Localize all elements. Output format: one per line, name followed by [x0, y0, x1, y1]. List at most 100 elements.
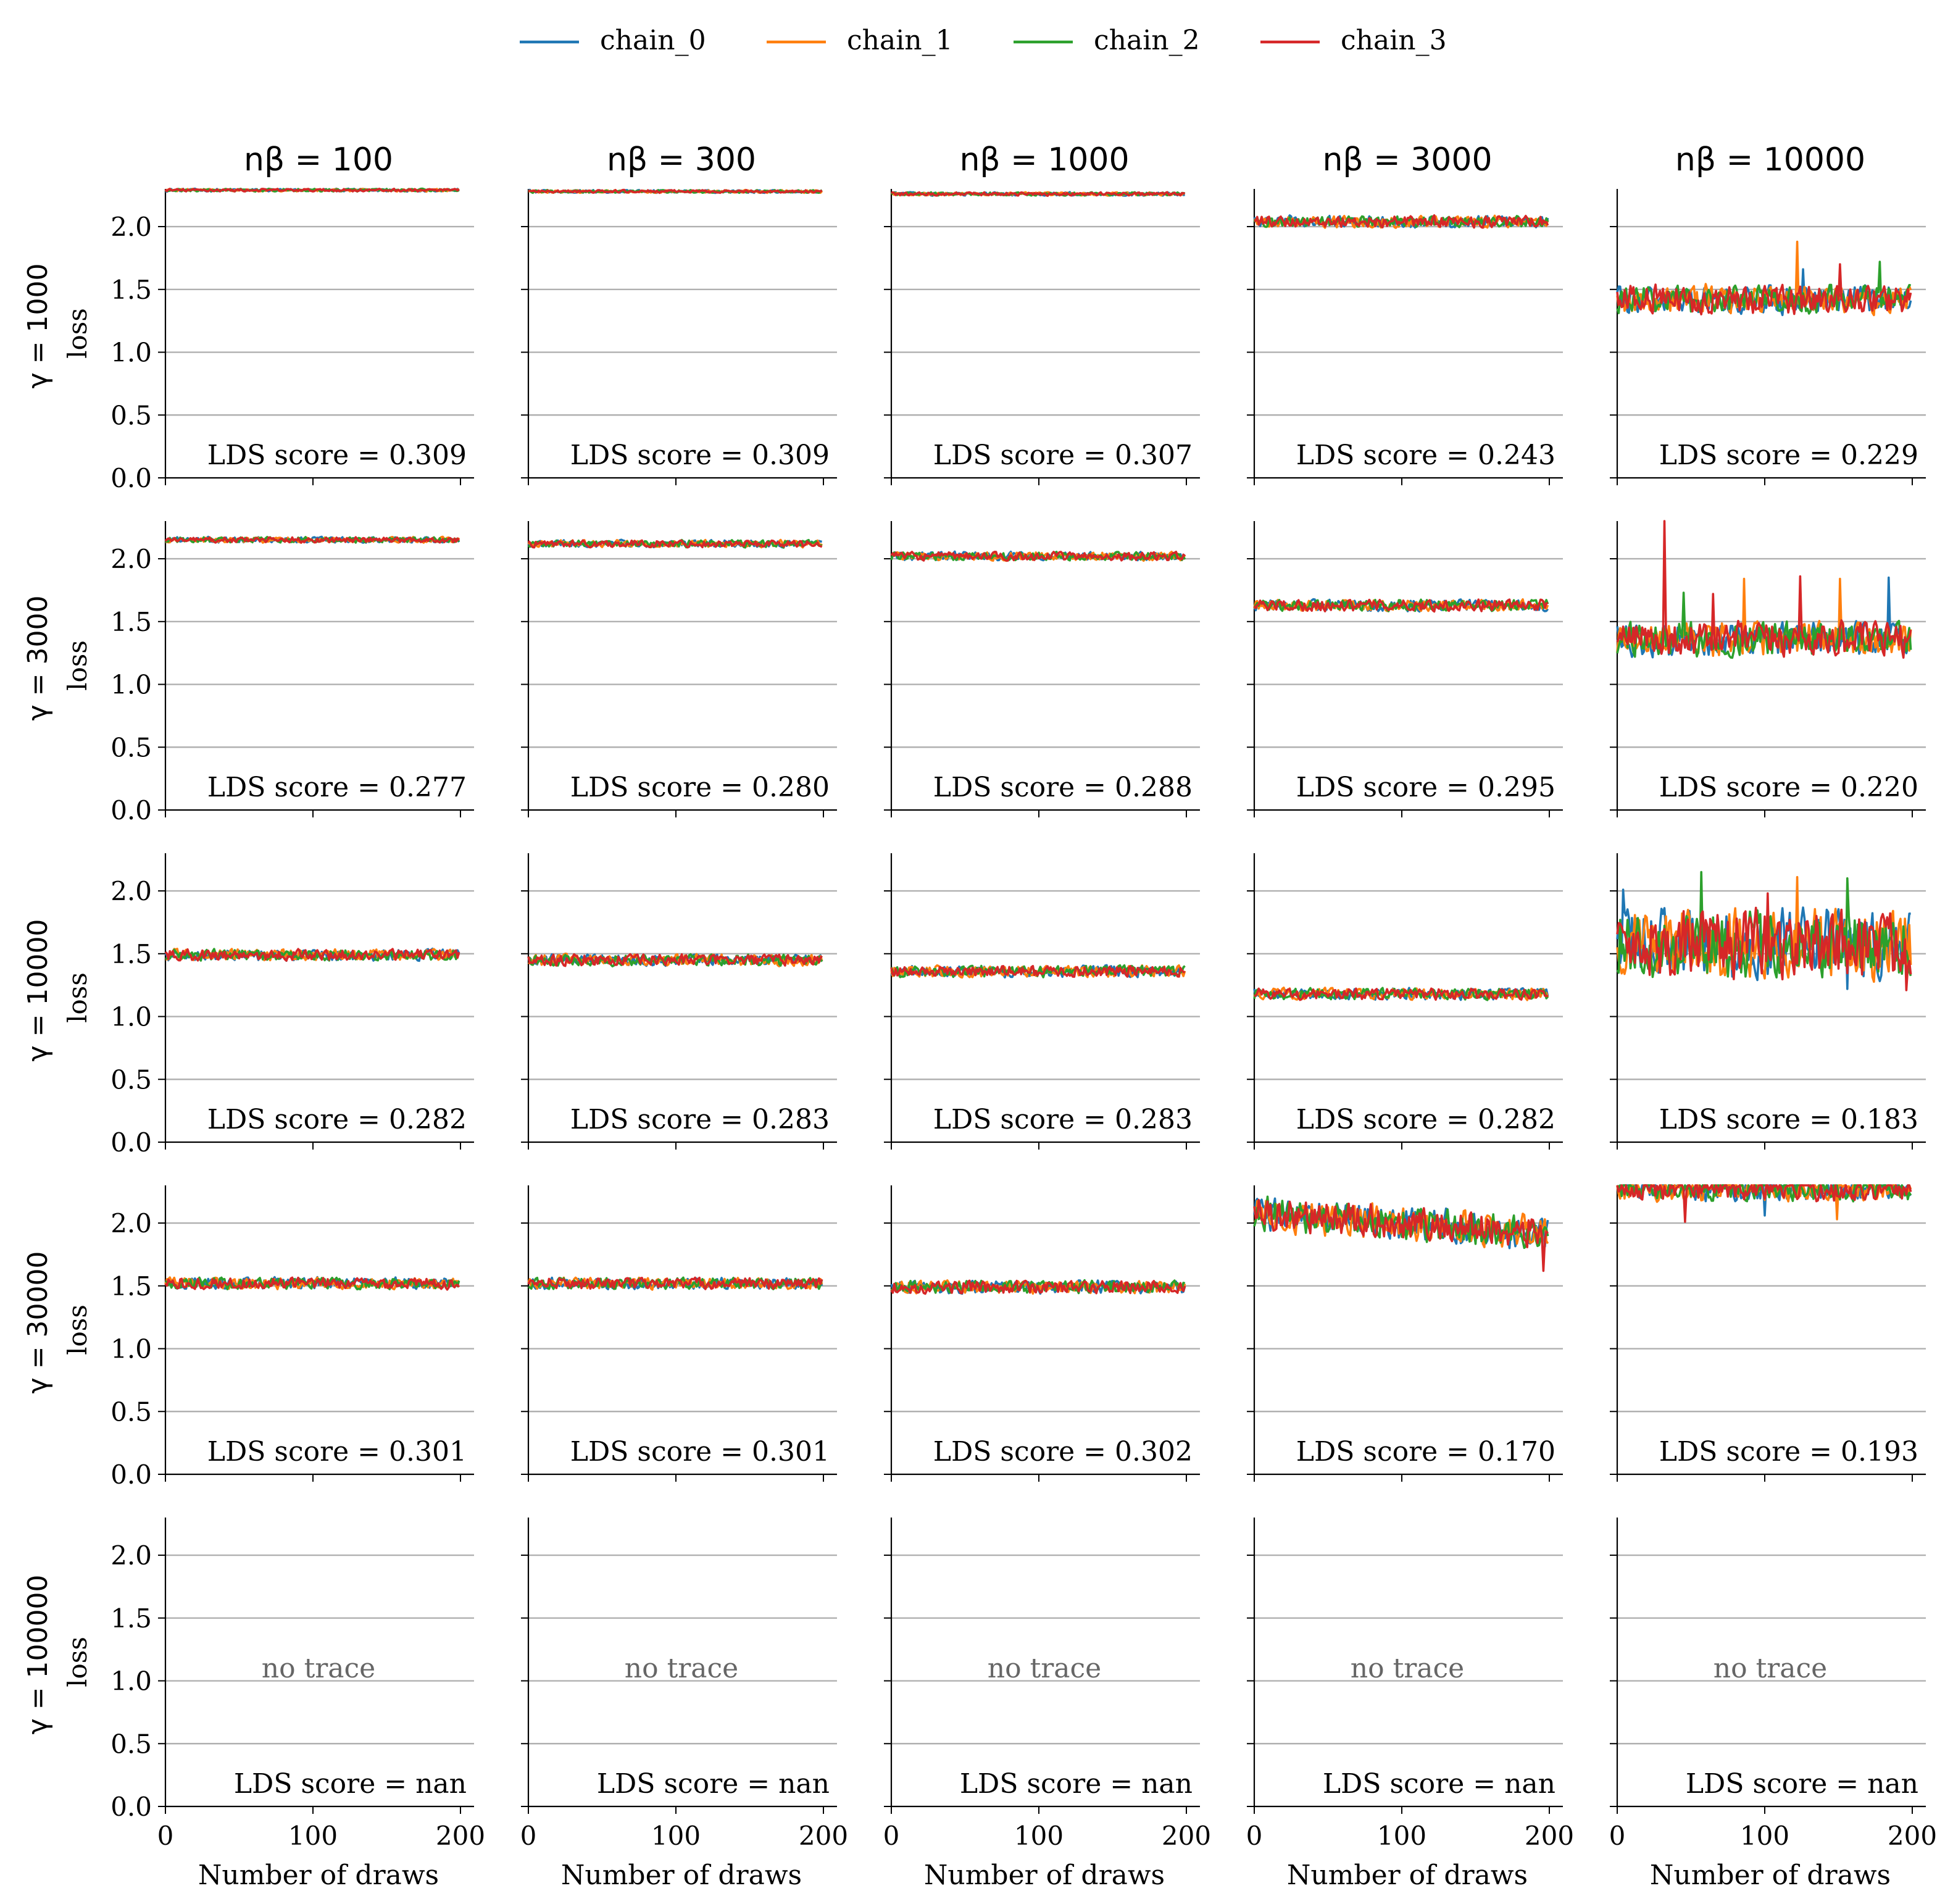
legend-entry-chain-1: chain_1 — [767, 25, 953, 56]
x-tick-label: 100 — [651, 1821, 701, 1851]
y-tick-label: 0.5 — [110, 1397, 152, 1427]
y-tick-label: 0.5 — [110, 1064, 152, 1095]
legend-label: chain_1 — [847, 25, 953, 56]
x-tick-label: 0 — [1609, 1821, 1626, 1851]
trace-chain-3 — [527, 539, 823, 549]
trace-chain-3 — [164, 536, 460, 544]
y-tick-label: 0.0 — [110, 1792, 152, 1822]
lds-score-label: LDS score = 0.295 — [1296, 772, 1555, 803]
trace-chain-3 — [1254, 214, 1549, 229]
y-tick-label: 0.0 — [110, 463, 152, 493]
lds-score-label: LDS score = 0.307 — [933, 440, 1193, 471]
x-tick-label: 200 — [436, 1821, 485, 1851]
y-tick-label: 0.0 — [110, 1127, 152, 1158]
lds-score-label: LDS score = nan — [597, 1768, 830, 1800]
y-tick-label: 2.0 — [110, 212, 152, 242]
row-title: γ = 10000 — [22, 919, 54, 1062]
lds-score-label: LDS score = 0.243 — [1296, 440, 1555, 471]
trace-chain-3 — [1254, 987, 1549, 1001]
y-tick-label: 1.0 — [110, 338, 152, 368]
panel-r5-c1: 0.0 0.5 1.0 1.5 2.0 0 100 200 Number of draws no … — [110, 1518, 485, 1891]
trace-chain-2 — [1253, 215, 1549, 228]
y-tick-label: 0.0 — [110, 795, 152, 825]
panel-r2-c5: LDS score = 0.220 — [1610, 520, 1926, 817]
trace-chain-1 — [1254, 1200, 1549, 1248]
trace-chain-3 — [1253, 1198, 1549, 1272]
row-title: γ = 100000 — [22, 1575, 54, 1735]
lds-score-label: LDS score = nan — [1323, 1768, 1555, 1800]
y-tick-label: 0.5 — [110, 1729, 152, 1759]
lds-score-label: LDS score = 0.282 — [1296, 1104, 1555, 1135]
y-tick-label: 2.0 — [110, 1540, 152, 1571]
lds-score-label: LDS score = 0.301 — [570, 1436, 830, 1468]
x-axis-label: Number of draws — [561, 1860, 802, 1891]
trace-chain-3 — [1616, 892, 1912, 992]
x-tick-label: 200 — [1525, 1821, 1574, 1851]
y-tick-label: 1.5 — [110, 1271, 152, 1301]
row-label-4: γ = 30000 loss — [22, 1251, 93, 1394]
y-tick-label: 1.0 — [110, 1002, 152, 1032]
trace-chain-2 — [165, 1276, 460, 1291]
y-tick-label: 0.0 — [110, 1459, 152, 1490]
column-title: nβ = 1000 — [959, 141, 1129, 178]
panel-grid: 0.0 0.5 1.0 1.5 2.0 nβ = 100 LDS score = 0.309… — [110, 141, 1937, 1891]
trace-chain-3 — [890, 550, 1186, 562]
panel-r1-c1: 0.0 0.5 1.0 1.5 2.0 nβ = 100 LDS score = 0.309 — [110, 141, 474, 493]
x-tick-label: 200 — [1162, 1821, 1211, 1851]
row-title: γ = 30000 — [22, 1251, 54, 1394]
lds-score-label: LDS score = 0.282 — [207, 1104, 467, 1135]
y-tick-label: 1.5 — [110, 939, 152, 969]
y-tick-label: 1.5 — [110, 607, 152, 637]
trace-chain-3 — [164, 948, 460, 962]
y-tick-label: 0.5 — [110, 732, 152, 762]
panel-r4-c2: LDS score = 0.301 — [521, 1185, 837, 1482]
no-trace-label: no trace — [1714, 1653, 1827, 1684]
y-axis-label: loss — [62, 1305, 93, 1355]
column-title: nβ = 3000 — [1322, 141, 1492, 178]
trace-chain-2 — [1616, 261, 1912, 315]
column-title: nβ = 100 — [244, 141, 393, 178]
x-tick-label: 100 — [288, 1821, 338, 1851]
trace-chain-2 — [1253, 987, 1549, 1001]
lds-score-label: LDS score = 0.193 — [1659, 1436, 1918, 1468]
panel-r4-c5: LDS score = 0.193 — [1610, 1184, 1926, 1482]
x-tick-label: 0 — [520, 1821, 537, 1851]
x-tick-label: 100 — [1740, 1821, 1789, 1851]
legend-entry-chain-0: chain_0 — [520, 25, 706, 56]
x-tick-label: 200 — [799, 1821, 848, 1851]
trace-chain-3 — [1616, 1184, 1912, 1223]
trace-chain-3 — [527, 1276, 823, 1290]
lds-score-label: LDS score = 0.288 — [933, 772, 1193, 803]
x-tick-label: 200 — [1888, 1821, 1937, 1851]
trace-chain-3 — [1616, 263, 1912, 315]
y-tick-label: 1.5 — [110, 275, 152, 305]
trace-chain-3 — [1253, 598, 1548, 613]
row-label-2: γ = 3000 loss — [22, 596, 93, 721]
panel-r2-c1: 0.0 0.5 1.0 1.5 2.0 LDS score = 0.277 — [110, 521, 474, 825]
x-tick-label: 100 — [1377, 1821, 1426, 1851]
lds-score-label: LDS score = 0.309 — [207, 440, 467, 471]
lds-score-label: LDS score = 0.170 — [1296, 1436, 1555, 1468]
legend: chain_0 chain_1 chain_2 chain_3 — [520, 25, 1447, 56]
panel-r5-c3: 0 100 200 Number of draws no trace LDS score … — [883, 1518, 1211, 1891]
y-axis-label: loss — [62, 308, 93, 359]
panel-r3-c3: LDS score = 0.283 — [884, 853, 1200, 1150]
y-tick-label: 2.0 — [110, 876, 152, 906]
panel-r1-c3: nβ = 1000 LDS score = 0.307 — [884, 141, 1200, 485]
lds-score-label: LDS score = 0.283 — [933, 1104, 1193, 1135]
row-label-5: γ = 100000 loss — [22, 1575, 93, 1735]
x-tick-label: 0 — [1246, 1821, 1263, 1851]
lds-score-label: LDS score = nan — [960, 1768, 1193, 1800]
x-tick-label: 100 — [1014, 1821, 1064, 1851]
panel-r2-c3: LDS score = 0.288 — [884, 521, 1200, 817]
lds-score-label: LDS score = 0.309 — [570, 440, 830, 471]
x-axis-label: Number of draws — [1650, 1860, 1891, 1891]
panel-r5-c5: 0 100 200 Number of draws no trace LDS score … — [1609, 1518, 1937, 1891]
panel-r3-c5: LDS score = 0.183 — [1610, 853, 1926, 1150]
trace-chain-3 — [890, 1279, 1186, 1295]
lds-score-label: LDS score = 0.183 — [1659, 1104, 1918, 1135]
lds-score-label: LDS score = nan — [234, 1768, 467, 1800]
y-axis-label: loss — [62, 1637, 93, 1687]
panel-r2-c2: LDS score = 0.280 — [521, 521, 837, 817]
